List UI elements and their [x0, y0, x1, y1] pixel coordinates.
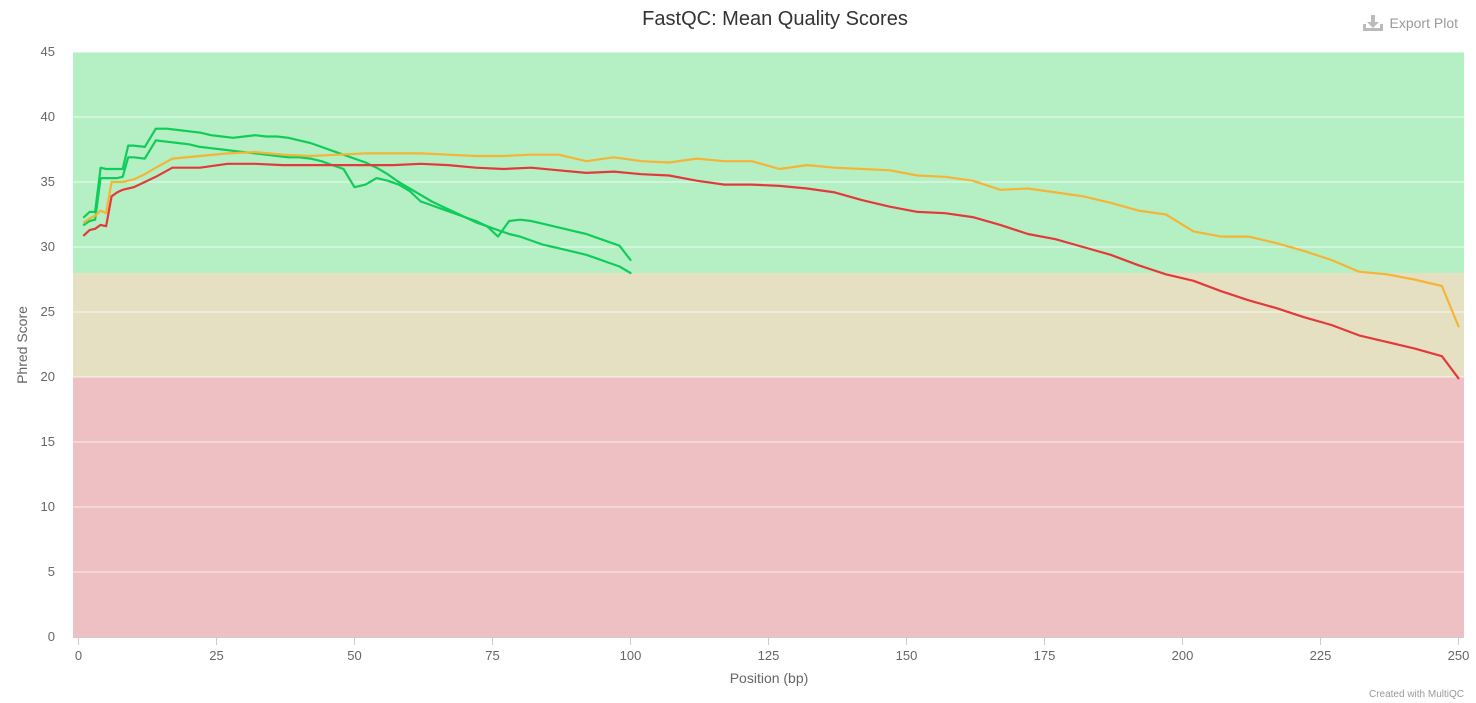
x-tick-label: 150 — [896, 648, 918, 663]
y-tick-label: 45 — [41, 44, 55, 59]
y-tick-label: 30 — [41, 239, 55, 254]
band-0 — [73, 52, 1464, 273]
chart-title: FastQC: Mean Quality Scores — [642, 8, 908, 30]
x-tick-label: 25 — [209, 648, 223, 663]
x-tick-label: 0 — [75, 648, 82, 663]
x-axis-title: Position (bp) — [730, 670, 809, 686]
axes: 0 5 10 15 20 25 30 35 40 45 0 25 50 75 100 125 150 175 200… — [41, 44, 1470, 663]
band-1 — [73, 273, 1464, 377]
x-tick-label: 200 — [1172, 648, 1194, 663]
y-tick-label: 20 — [41, 369, 55, 384]
x-tick-label: 75 — [485, 648, 499, 663]
export-plot-button[interactable]: Export Plot — [1362, 14, 1458, 32]
x-tick-label: 175 — [1034, 648, 1056, 663]
x-tick-label: 225 — [1310, 648, 1332, 663]
quality-bands — [73, 52, 1464, 637]
grid-lines — [73, 51, 1464, 573]
export-plot-label: Export Plot — [1389, 15, 1458, 31]
x-tick-label: 250 — [1448, 648, 1470, 663]
series-line-2[interactable] — [82, 151, 1460, 328]
y-axis-title: Phred Score — [14, 306, 30, 384]
y-tick-label: 0 — [48, 629, 55, 644]
download-icon — [1362, 15, 1383, 31]
y-tick-label: 5 — [48, 564, 55, 579]
x-tick-label: 100 — [620, 648, 642, 663]
series-line-1[interactable] — [82, 127, 632, 275]
credit-text: Created with MultiQC — [1369, 689, 1464, 700]
y-tick-label: 40 — [41, 109, 55, 124]
y-tick-label: 15 — [41, 434, 55, 449]
x-tick-label: 50 — [347, 648, 361, 663]
series-lines — [82, 127, 1460, 380]
y-tick-label: 10 — [41, 499, 55, 514]
y-tick-label: 35 — [41, 174, 55, 189]
x-tick-label: 125 — [758, 648, 780, 663]
series-line-3[interactable] — [82, 162, 1460, 380]
y-tick-label: 25 — [41, 304, 55, 319]
